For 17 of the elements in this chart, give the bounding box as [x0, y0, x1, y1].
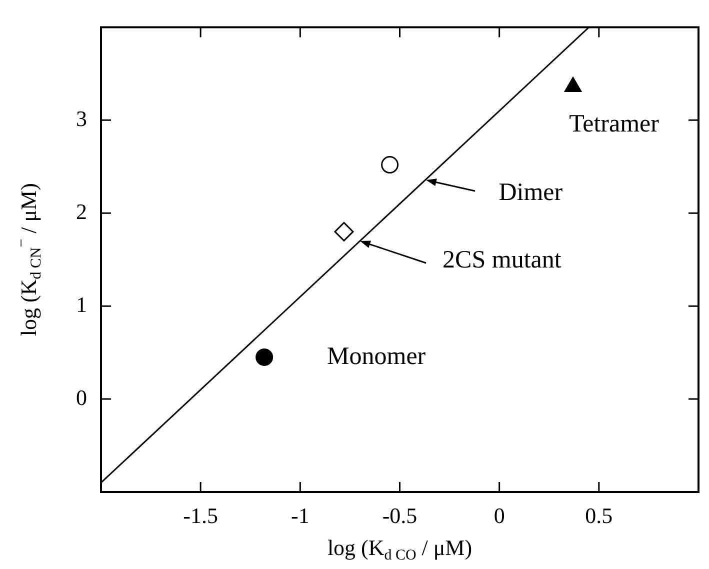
annotation: Tetramer: [569, 110, 660, 138]
annotation: Monomer: [327, 342, 426, 370]
y-tick-label: 3: [76, 106, 87, 131]
y-tick-label: 2: [76, 198, 87, 224]
annotation: 2CS mutant: [442, 246, 562, 274]
x-tick-label: -0.5: [382, 502, 418, 528]
y-tick-label: 1: [76, 292, 87, 317]
annotation: Dimer: [498, 179, 564, 206]
y-axis-title: log (Kd CN− / μM): [14, 183, 45, 336]
point: [381, 156, 399, 174]
x-tick-label: 0.5: [585, 502, 613, 528]
y-tick-label: 0: [76, 384, 87, 410]
point: [256, 348, 274, 366]
x-tick-label: -1: [291, 502, 310, 528]
x-tick-label: -1.5: [183, 502, 218, 528]
point: [334, 222, 354, 242]
x-tick-label: 0: [494, 502, 505, 528]
